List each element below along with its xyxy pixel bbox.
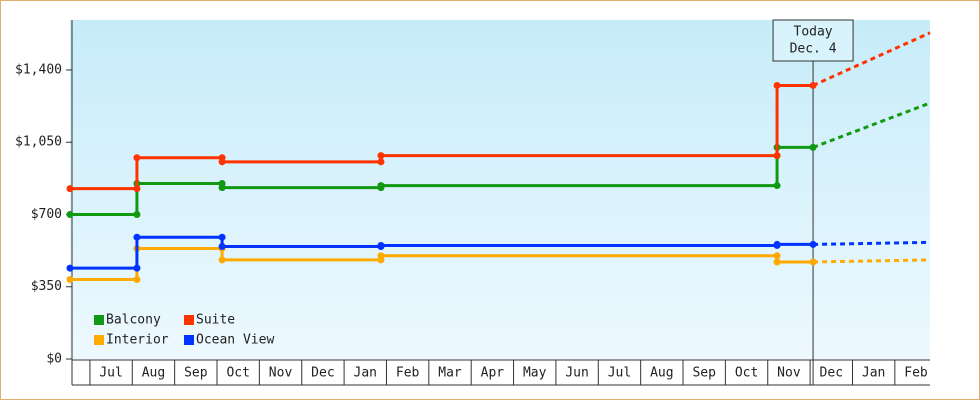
data-point	[133, 264, 141, 272]
data-point	[377, 241, 385, 249]
data-point	[133, 276, 141, 284]
legend-swatch	[184, 335, 194, 345]
x-tick-label: Jan	[862, 366, 885, 381]
y-tick-label: $1,050	[15, 135, 62, 150]
data-point	[377, 182, 385, 190]
series-line	[70, 83, 814, 191]
data-point	[809, 81, 817, 89]
x-tick-label: Sep	[184, 366, 208, 381]
y-tick-label: $1,400	[15, 62, 62, 77]
today-label: Today	[794, 25, 833, 40]
y-tick-label: $700	[31, 207, 62, 222]
series-line	[70, 145, 814, 216]
data-point	[66, 264, 74, 272]
x-tick-label: Feb	[396, 366, 420, 381]
legend-label: Suite	[196, 313, 235, 328]
legend-label: Interior	[106, 333, 169, 348]
data-point	[66, 210, 74, 218]
data-point	[809, 258, 817, 266]
x-tick-label: Nov	[777, 366, 801, 381]
data-point	[377, 158, 385, 166]
forecast-line	[812, 31, 931, 87]
data-point	[218, 256, 226, 264]
data-point	[773, 258, 781, 266]
data-point	[218, 242, 226, 250]
data-point	[218, 233, 226, 241]
legend-swatch	[184, 315, 194, 325]
x-tick-label: Jul	[99, 366, 122, 381]
x-tick-label: May	[523, 366, 547, 381]
data-point	[66, 185, 74, 193]
x-tick-label: Jan	[354, 366, 377, 381]
x-tick-label: Aug	[650, 366, 673, 381]
data-point	[809, 143, 817, 151]
x-tick-label: Dec	[311, 366, 334, 381]
legend-label: Balcony	[106, 313, 161, 328]
forecast-line	[813, 240, 931, 246]
data-point	[773, 252, 781, 260]
x-tick-label: Oct	[226, 366, 249, 381]
x-tick-label: Nov	[269, 366, 293, 381]
x-tick-label: Aug	[142, 366, 165, 381]
x-tick-label: Jul	[608, 366, 631, 381]
x-tick-label: Apr	[481, 366, 505, 381]
x-tick-label: Mar	[438, 366, 462, 381]
forecast-line	[813, 258, 931, 264]
legend-label: Ocean View	[196, 333, 274, 348]
data-point	[133, 185, 141, 193]
x-tick-label: Oct	[735, 366, 758, 381]
x-tick-label: Dec	[820, 366, 843, 381]
legend-swatch	[94, 315, 104, 325]
data-point	[809, 240, 817, 248]
plot-area	[70, 20, 930, 359]
data-point	[133, 154, 141, 162]
data-point	[377, 252, 385, 260]
data-point	[66, 276, 74, 284]
data-point	[133, 233, 141, 241]
x-tick-label: Jun	[565, 366, 588, 381]
y-tick-label: $0	[46, 352, 62, 367]
x-tick-label: Feb	[904, 366, 928, 381]
data-point	[773, 240, 781, 248]
x-tick-label: Sep	[692, 366, 716, 381]
y-tick-label: $350	[31, 279, 62, 294]
data-point	[133, 210, 141, 218]
data-point	[218, 158, 226, 166]
data-point	[377, 152, 385, 160]
legend-swatch	[94, 335, 104, 345]
data-point	[218, 184, 226, 192]
data-point	[773, 81, 781, 89]
today-box	[772, 19, 854, 62]
forecast-line	[812, 101, 931, 149]
data-point	[773, 152, 781, 160]
data-point	[773, 182, 781, 190]
today-label: Dec. 4	[790, 42, 837, 57]
